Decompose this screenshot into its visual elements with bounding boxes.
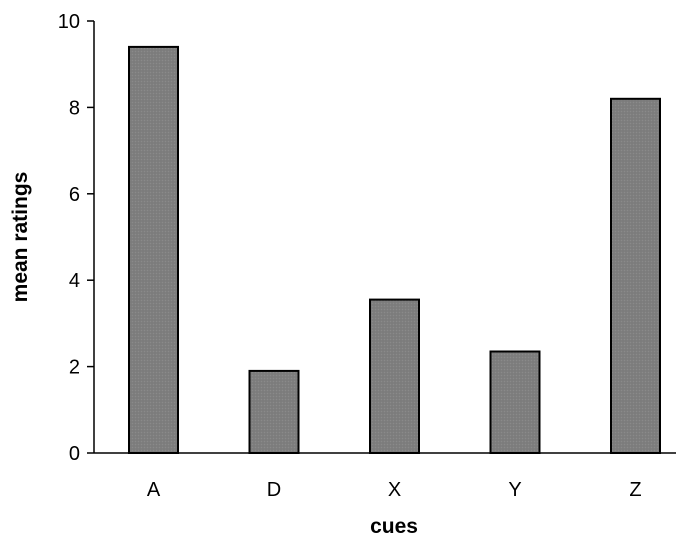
x-tick-label: D bbox=[267, 479, 281, 501]
bar-a bbox=[128, 45, 179, 455]
y-axis: 0 2 4 6 8 10 bbox=[58, 11, 95, 465]
y-tick-label: 10 bbox=[58, 11, 80, 33]
bar-z bbox=[610, 97, 661, 455]
y-tick-label: 8 bbox=[69, 97, 80, 119]
y-tick-label: 4 bbox=[69, 270, 80, 292]
x-tick-label: Z bbox=[629, 479, 641, 501]
bar-y bbox=[489, 350, 541, 454]
y-tick-label: 0 bbox=[69, 443, 80, 465]
y-tick-label: 6 bbox=[69, 184, 80, 206]
y-tick-label: 2 bbox=[69, 357, 80, 379]
x-tick-label: X bbox=[388, 479, 401, 501]
x-axis-title: cues bbox=[370, 515, 418, 538]
y-axis-title: mean ratings bbox=[9, 172, 32, 303]
bars-layer bbox=[128, 45, 661, 455]
bar-x bbox=[369, 298, 420, 454]
x-tick-label: Y bbox=[508, 479, 521, 501]
bar-d bbox=[248, 369, 300, 454]
x-tick-label: A bbox=[147, 479, 161, 501]
